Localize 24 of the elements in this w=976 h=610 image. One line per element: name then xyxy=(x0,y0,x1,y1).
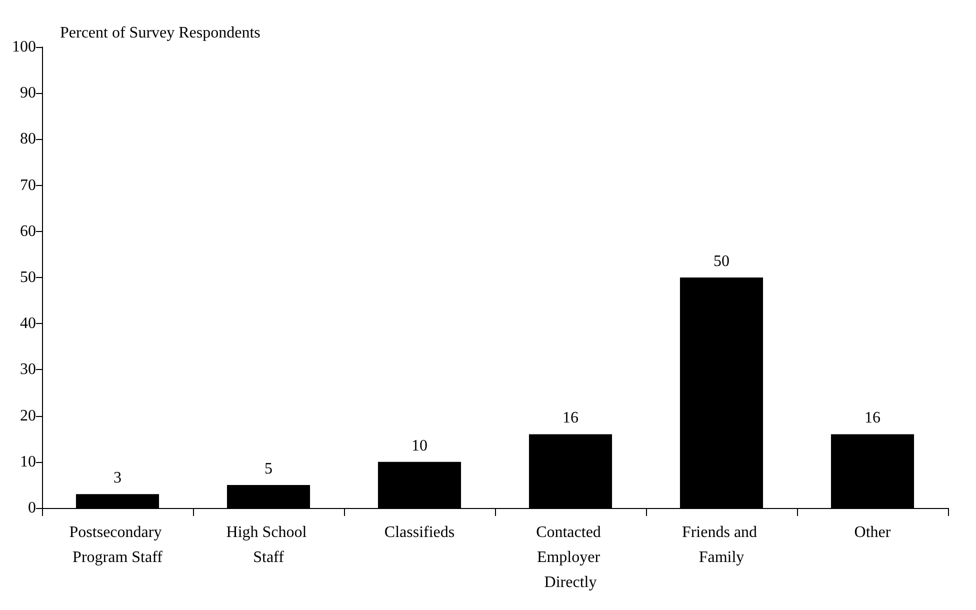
data-label: 16 xyxy=(864,410,880,427)
x-tick-label: Contacted Employer Directly xyxy=(536,524,605,591)
y-tick-label: 70 xyxy=(20,176,36,194)
x-tick-label: Classifieds xyxy=(384,524,455,541)
x-tick-label: Postsecondary Program Staff xyxy=(69,524,166,566)
x-tick-label: High School Staff xyxy=(226,524,311,566)
y-tick-label: 50 xyxy=(20,269,36,286)
data-label: 16 xyxy=(562,410,578,427)
x-tick-label: Other xyxy=(854,524,892,541)
y-tick-label: 20 xyxy=(20,407,36,424)
data-label: 50 xyxy=(714,253,730,270)
y-tick-label: 10 xyxy=(20,453,36,470)
y-tick-label: 80 xyxy=(20,130,36,148)
x-tick-label: Friends and Family xyxy=(682,524,762,566)
y-axis-title: Percent of Survey Respondents xyxy=(60,24,260,42)
y-tick-label: 0 xyxy=(28,500,36,516)
y-tick-label: 60 xyxy=(20,222,36,240)
data-label: 10 xyxy=(412,437,428,454)
y-tick-label: 100 xyxy=(12,38,36,56)
data-label: 3 xyxy=(114,470,122,487)
data-label: 5 xyxy=(264,460,272,478)
y-tick-label: 30 xyxy=(20,361,36,378)
y-tick-label: 90 xyxy=(20,84,36,102)
y-tick-label: 40 xyxy=(20,315,36,332)
